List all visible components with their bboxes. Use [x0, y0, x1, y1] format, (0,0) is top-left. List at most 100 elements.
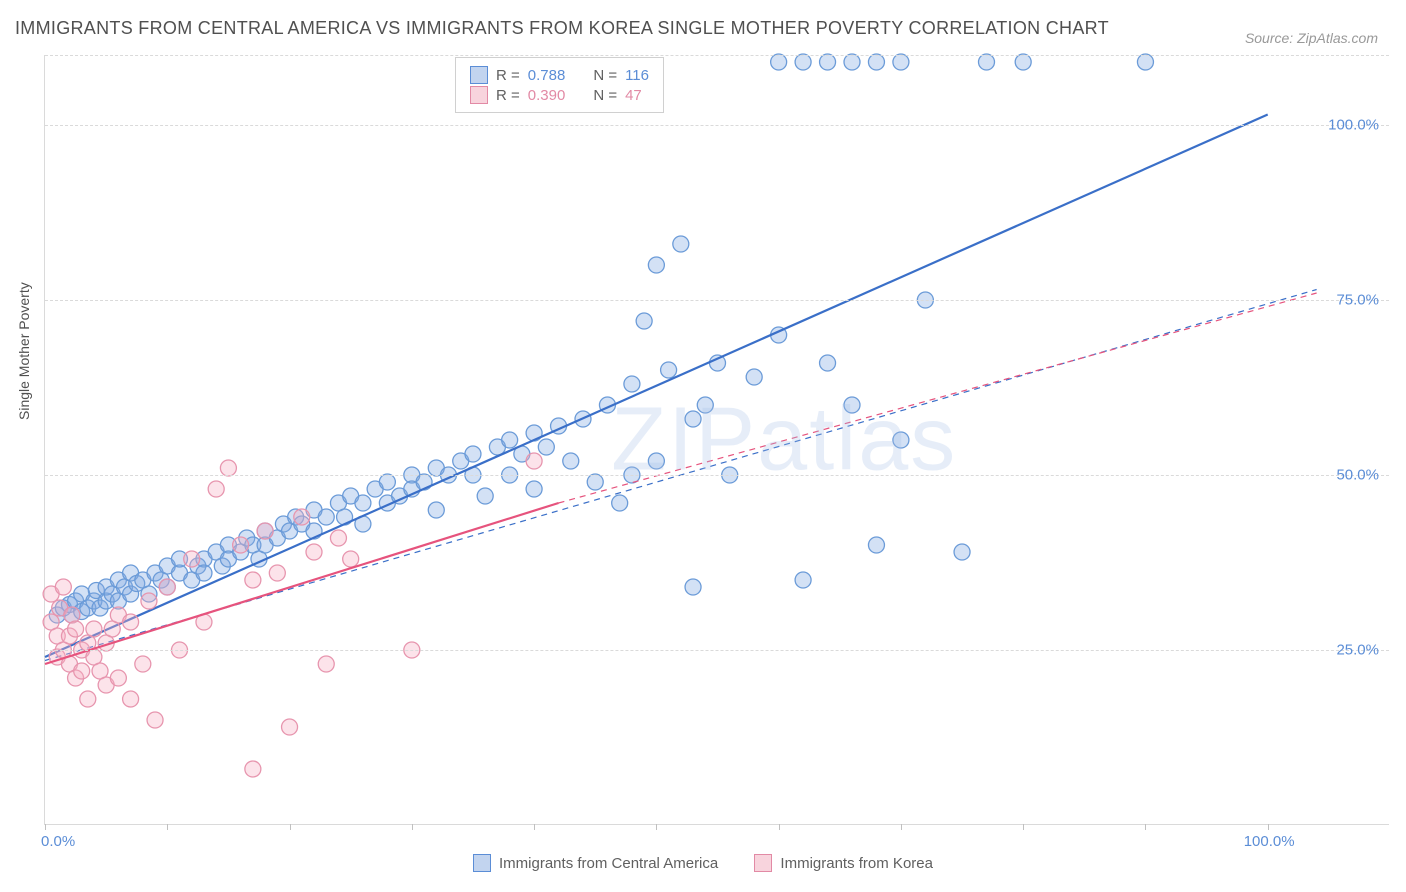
data-point [771, 54, 787, 70]
x-tick [1145, 824, 1146, 830]
data-point [844, 397, 860, 413]
data-point [1015, 54, 1031, 70]
data-point [648, 257, 664, 273]
x-tick [1268, 824, 1269, 830]
x-tick [656, 824, 657, 830]
r-value-pink: 0.390 [528, 87, 566, 104]
x-tick [534, 824, 535, 830]
y-axis-label: Single Mother Poverty [16, 282, 32, 420]
data-point [624, 376, 640, 392]
data-point [648, 453, 664, 469]
data-point [123, 614, 139, 630]
data-point [820, 54, 836, 70]
trend-line-solid [45, 115, 1268, 658]
y-tick-label: 100.0% [1328, 117, 1379, 134]
legend-row-blue: R = 0.788 N = 116 [470, 66, 649, 84]
data-point [110, 670, 126, 686]
data-point [233, 537, 249, 553]
data-point [844, 54, 860, 70]
r-label: R = [496, 67, 520, 84]
grid-line [45, 650, 1389, 651]
data-point [685, 411, 701, 427]
data-point [979, 54, 995, 70]
data-point [893, 432, 909, 448]
swatch-blue [473, 854, 491, 872]
data-point [661, 362, 677, 378]
data-point [795, 54, 811, 70]
data-point [86, 621, 102, 637]
source-credit: Source: ZipAtlas.com [1245, 30, 1378, 46]
data-point [697, 397, 713, 413]
x-tick [45, 824, 46, 830]
data-point [159, 579, 175, 595]
x-tick-label: 0.0% [41, 833, 75, 850]
data-point [526, 453, 542, 469]
grid-line [45, 475, 1389, 476]
data-point [710, 355, 726, 371]
y-tick-label: 50.0% [1336, 467, 1379, 484]
data-point [245, 572, 261, 588]
swatch-pink [470, 86, 488, 104]
swatch-pink [754, 854, 772, 872]
y-tick-label: 75.0% [1336, 292, 1379, 309]
data-point [1137, 54, 1153, 70]
legend-label: Immigrants from Korea [780, 855, 933, 872]
data-point [355, 495, 371, 511]
data-point [538, 439, 554, 455]
swatch-blue [470, 66, 488, 84]
data-point [477, 488, 493, 504]
data-point [123, 691, 139, 707]
chart-plot-area: ZIPatlas R = 0.788 N = 116 R = 0.390 N =… [44, 55, 1389, 825]
data-point [196, 565, 212, 581]
data-point [685, 579, 701, 595]
data-point [184, 551, 200, 567]
data-point [587, 474, 603, 490]
data-point [502, 432, 518, 448]
data-point [636, 313, 652, 329]
x-tick-label: 100.0% [1244, 833, 1295, 850]
data-point [526, 481, 542, 497]
chart-title: IMMIGRANTS FROM CENTRAL AMERICA VS IMMIG… [15, 18, 1109, 39]
y-tick-label: 25.0% [1336, 642, 1379, 659]
data-point [74, 663, 90, 679]
r-label: R = [496, 87, 520, 104]
legend-label: Immigrants from Central America [499, 855, 718, 872]
data-point [795, 572, 811, 588]
data-point [147, 712, 163, 728]
data-point [141, 593, 157, 609]
n-value-pink: 47 [625, 87, 642, 104]
data-point [68, 621, 84, 637]
scatter-svg [45, 55, 1389, 824]
data-point [868, 54, 884, 70]
data-point [416, 474, 432, 490]
data-point [343, 551, 359, 567]
correlation-legend: R = 0.788 N = 116 R = 0.390 N = 47 [455, 57, 664, 113]
data-point [746, 369, 762, 385]
data-point [330, 530, 346, 546]
data-point [257, 523, 273, 539]
data-point [55, 579, 71, 595]
legend-item-pink: Immigrants from Korea [754, 854, 933, 872]
data-point [820, 355, 836, 371]
data-point [318, 656, 334, 672]
data-point [379, 474, 395, 490]
data-point [465, 446, 481, 462]
legend-item-blue: Immigrants from Central America [473, 854, 718, 872]
data-point [673, 236, 689, 252]
data-point [428, 502, 444, 518]
x-tick [167, 824, 168, 830]
x-tick [1023, 824, 1024, 830]
grid-line [45, 300, 1389, 301]
data-point [954, 544, 970, 560]
x-tick [290, 824, 291, 830]
data-point [294, 509, 310, 525]
data-point [282, 719, 298, 735]
data-point [135, 656, 151, 672]
data-point [245, 761, 261, 777]
x-tick [412, 824, 413, 830]
legend-row-pink: R = 0.390 N = 47 [470, 86, 649, 104]
grid-line [45, 125, 1389, 126]
r-value-blue: 0.788 [528, 67, 566, 84]
x-tick [779, 824, 780, 830]
data-point [893, 54, 909, 70]
